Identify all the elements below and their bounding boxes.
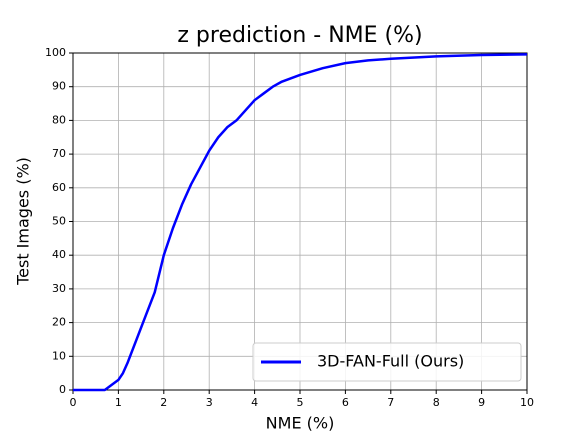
y-tick-label: 10 [52, 349, 66, 362]
plot-frame [72, 52, 528, 391]
y-tick-label: 30 [52, 282, 66, 295]
y-tick-label: 0 [59, 383, 66, 396]
chart-title: z prediction - NME (%) [177, 23, 422, 48]
x-tick-label: 9 [478, 396, 485, 409]
legend-label: 3D-FAN-Full (Ours) [317, 352, 464, 371]
y-tick-label: 50 [52, 215, 66, 228]
x-tick-label: 2 [160, 396, 167, 409]
x-tick-label: 3 [206, 396, 213, 409]
x-tick-label: 8 [433, 396, 440, 409]
y-tick-label: 60 [52, 181, 66, 194]
legend-box [252, 342, 522, 382]
x-tick-label: 5 [297, 396, 304, 409]
x-tick-label: 0 [70, 396, 77, 409]
y-tick-label: 70 [52, 147, 66, 160]
x-tick-label: 10 [520, 396, 534, 409]
x-tick-label: 1 [115, 396, 122, 409]
x-axis-label: NME (%) [266, 414, 335, 433]
line-series [73, 53, 528, 392]
y-axis-label: Test Images (%) [14, 157, 33, 286]
x-tick-label: 6 [342, 396, 349, 409]
x-tick-label: 7 [387, 396, 394, 409]
y-tick-label: 100 [45, 46, 66, 59]
x-tick-label: 4 [251, 396, 258, 409]
y-tick-label: 80 [52, 113, 66, 126]
y-tick-label: 90 [52, 80, 66, 93]
y-tick-label: 20 [52, 316, 66, 329]
y-tick-label: 40 [52, 248, 66, 261]
